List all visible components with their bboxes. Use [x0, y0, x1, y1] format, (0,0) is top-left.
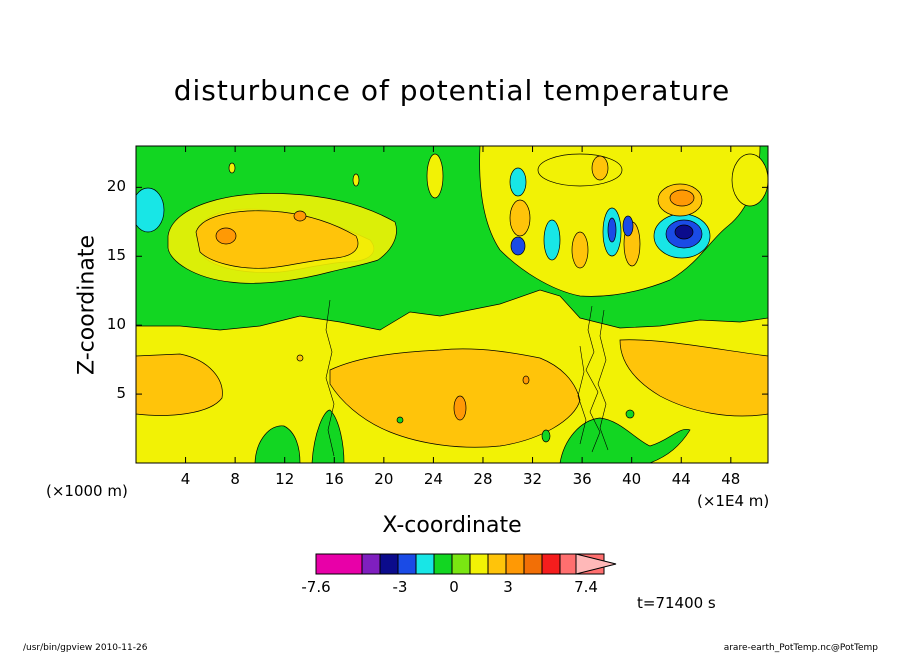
x-tick-label: 48: [721, 470, 741, 488]
small-spot-5: [541, 429, 551, 443]
cyan-wave-2: [543, 219, 561, 261]
orange-wave-1: [509, 199, 531, 237]
colorbar-swatch: [469, 553, 489, 575]
orange-lower-band: [136, 353, 223, 416]
green-lower-left-patch: [254, 425, 301, 463]
orange-lower-band-middle: [329, 348, 581, 448]
y-tick-label: 15: [106, 246, 126, 265]
contour-field: [136, 146, 768, 463]
x-unit-left: (×1000 m): [46, 482, 128, 500]
green-lower-mid-patch: [311, 409, 345, 463]
y-tick-label: 5: [116, 384, 126, 403]
colorbar-swatch: [541, 553, 561, 575]
x-axis-label: X-coordinate: [382, 513, 522, 538]
colorbar-swatch: [523, 553, 543, 575]
cyan-spot-left-edge: [136, 187, 165, 233]
green-lower-right-patch: [559, 417, 691, 463]
colorbar-swatch: [433, 553, 453, 575]
x-tick-label: 24: [423, 470, 443, 488]
darkorange-wave-4: [669, 189, 695, 207]
footer-left: /usr/bin/gpview 2010-11-26: [23, 643, 148, 653]
yellow-wave-top: [537, 153, 623, 187]
time-label: t=71400 s: [637, 594, 716, 612]
colorbar-swatch: [505, 553, 525, 575]
colorbar-swatch: [415, 553, 435, 575]
orange-spot-top: [591, 155, 609, 181]
yellow-spot-top-mid: [426, 153, 444, 199]
colorbar-label: 7.4: [574, 578, 598, 596]
small-spot-7: [352, 173, 360, 187]
x-tick-label: 8: [230, 470, 240, 488]
x-tick-marks: [185, 146, 732, 463]
x-tick-label: 32: [523, 470, 543, 488]
colorbar-swatch: [361, 553, 381, 575]
colorbar-label: -3: [392, 578, 408, 596]
x-tick-label: 44: [671, 470, 691, 488]
chart-title: disturbunce of potential temperature: [173, 74, 731, 107]
footer-right: arare-earth_PotTemp.nc@PotTemp: [723, 643, 878, 653]
colorbar: [315, 553, 617, 575]
dark-orange-spot-left: [215, 227, 237, 245]
colorbar-swatch: [451, 553, 471, 575]
x-tick-label: 12: [275, 470, 295, 488]
y-tick-marks: [136, 186, 768, 395]
dark-orange-spot-lower: [453, 395, 467, 421]
x-tick-label: 40: [622, 470, 642, 488]
colorbar-label: 3: [503, 578, 513, 596]
x-unit-right: (×1E4 m): [697, 492, 770, 510]
small-spot-1: [296, 354, 304, 362]
x-tick-label: 4: [180, 470, 191, 488]
x-tick-label: 20: [374, 470, 394, 488]
colorbar-swatch: [315, 553, 363, 575]
colorbar-label: -7.6: [301, 578, 331, 596]
orange-wave-2: [571, 231, 589, 269]
cyan-wave-1: [509, 167, 527, 197]
colorbar-swatch: [397, 553, 417, 575]
x-tick-label: 16: [324, 470, 344, 488]
small-spot-6: [228, 162, 236, 174]
small-spot-2: [522, 375, 530, 385]
colorbar-swatch: [379, 553, 399, 575]
darkblue-wave-core: [674, 224, 694, 240]
colorbar-label: 0: [449, 578, 459, 596]
x-tick-label: 36: [572, 470, 592, 488]
x-tick-label: 28: [473, 470, 493, 488]
y-tick-label: 20: [106, 177, 126, 196]
blue-wave-1: [510, 236, 526, 256]
yellow-spot-far-right: [731, 153, 768, 207]
colorbar-swatch: [487, 553, 507, 575]
small-spot-4: [396, 416, 404, 424]
blue-wave-2: [607, 217, 617, 243]
small-spot-3: [625, 409, 635, 419]
blue-wave-3: [622, 215, 634, 237]
y-tick-label: 10: [106, 315, 126, 334]
dark-orange-spot-left-2: [293, 210, 307, 222]
orange-region-upper-left: [195, 210, 359, 269]
colorbar-arrow: [575, 553, 617, 575]
plot-frame: [135, 145, 769, 464]
orange-lower-band-right: [619, 339, 768, 417]
turbulent-column-lines: [325, 299, 609, 457]
